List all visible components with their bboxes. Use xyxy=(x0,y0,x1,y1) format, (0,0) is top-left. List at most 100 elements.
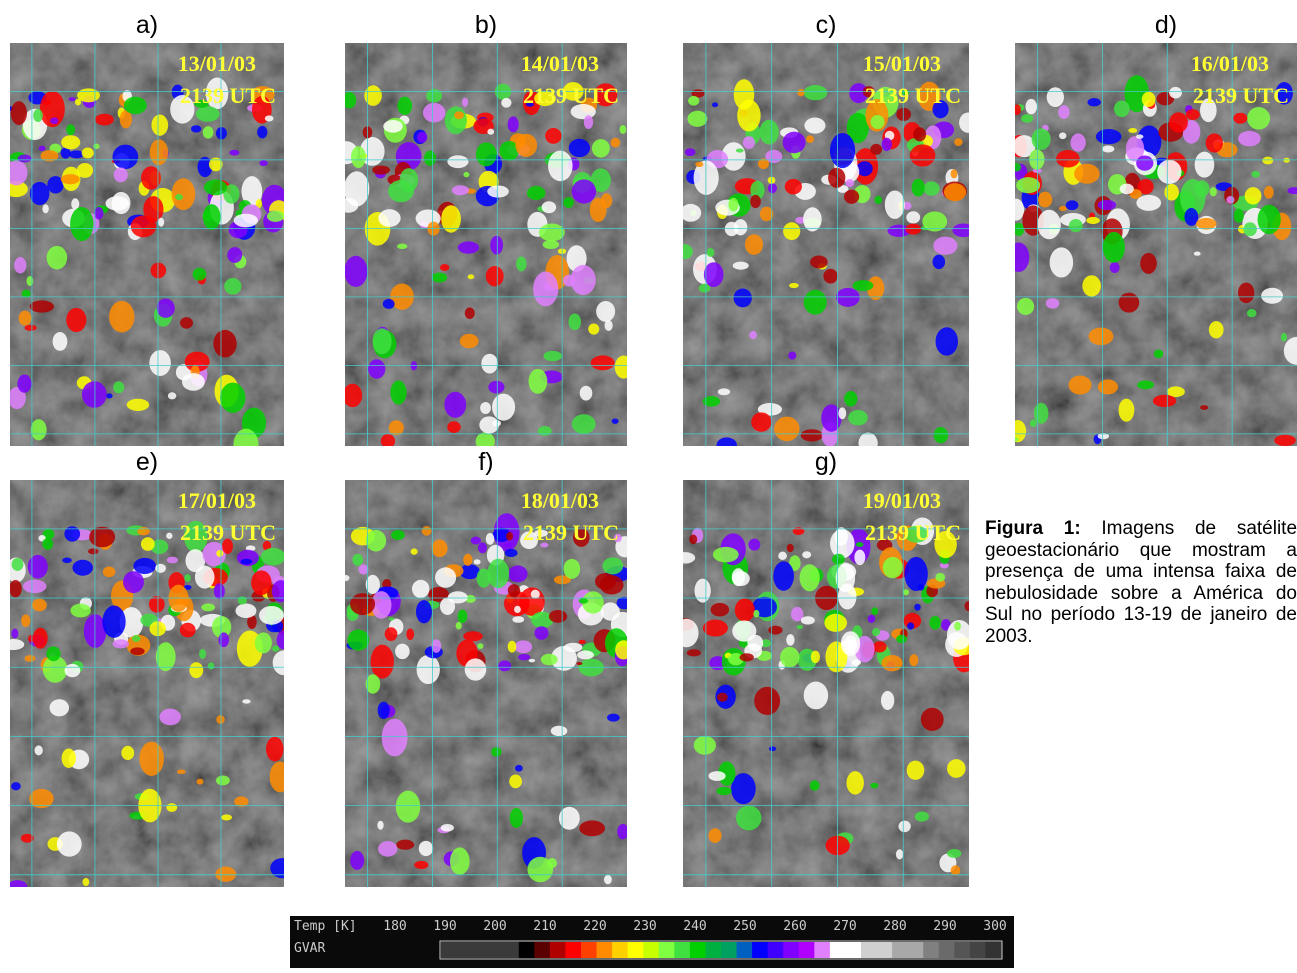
cloud xyxy=(830,133,855,168)
cloud xyxy=(688,96,699,106)
cloud xyxy=(372,165,390,174)
cloud xyxy=(907,761,925,780)
cloud xyxy=(713,547,739,562)
cloud xyxy=(838,407,846,419)
cloud xyxy=(712,102,718,107)
cloud xyxy=(695,162,703,167)
cloud xyxy=(947,849,961,858)
cloud xyxy=(12,558,24,571)
satellite-image: 15/01/032139 UTC xyxy=(683,43,969,446)
cloud xyxy=(906,224,922,235)
cloud xyxy=(774,417,799,442)
cloud xyxy=(797,89,804,97)
cloud xyxy=(515,765,523,772)
cloud xyxy=(121,746,134,760)
cloud xyxy=(456,622,462,630)
cloud xyxy=(180,623,196,638)
cloud xyxy=(1186,109,1200,120)
cloud xyxy=(531,590,540,599)
cloud xyxy=(463,172,469,177)
cloud xyxy=(236,604,257,619)
cloud xyxy=(1247,107,1270,130)
cloud xyxy=(477,643,483,649)
colorbar-segment xyxy=(861,942,877,958)
satellite-image: 18/01/032139 UTC xyxy=(345,480,627,887)
colorbar-segment xyxy=(721,942,737,958)
colorbar-segment xyxy=(519,942,535,958)
panel-label: b) xyxy=(475,11,497,40)
cloud xyxy=(196,779,203,785)
cloud xyxy=(17,375,31,393)
cloud xyxy=(832,554,845,565)
caption: Figura 1: Imagens de satélite geoestacio… xyxy=(985,518,1297,647)
cloud xyxy=(1114,101,1130,118)
cloud xyxy=(542,201,556,213)
cloud xyxy=(69,150,84,158)
cloud xyxy=(544,351,562,361)
cloud xyxy=(1209,321,1224,338)
time: 2139 UTC xyxy=(865,520,961,545)
colorbar-segment xyxy=(457,942,473,958)
cloud xyxy=(479,416,499,433)
cloud xyxy=(113,381,124,393)
colorbar-segment xyxy=(814,942,830,958)
cloud xyxy=(909,654,918,666)
cloud xyxy=(810,255,828,268)
cloud xyxy=(106,393,113,398)
cloud xyxy=(800,564,820,591)
cloud xyxy=(1120,184,1134,195)
cloud xyxy=(1169,87,1182,99)
cloud xyxy=(914,604,920,611)
cloud xyxy=(548,151,573,182)
cloud xyxy=(42,204,48,213)
colorbar-segment xyxy=(768,942,784,958)
cloud xyxy=(824,614,847,632)
cloud xyxy=(124,97,147,115)
cloud xyxy=(127,399,150,411)
cloud xyxy=(137,527,150,535)
cloud xyxy=(508,565,528,582)
cloud xyxy=(191,125,201,132)
cloud xyxy=(870,783,878,789)
panel-label: g) xyxy=(815,448,837,477)
cloud xyxy=(32,599,47,612)
cloud xyxy=(89,527,115,548)
cloud xyxy=(1102,145,1114,152)
cloud xyxy=(912,179,925,197)
cloud xyxy=(1119,293,1140,313)
cloud xyxy=(743,136,755,149)
cloud xyxy=(596,301,615,322)
cloud xyxy=(123,571,144,593)
cloud xyxy=(227,247,242,263)
cloud xyxy=(72,560,93,576)
cloud xyxy=(918,584,925,591)
satellite-image: 17/01/032139 UTC xyxy=(10,480,284,887)
cloud xyxy=(28,635,35,643)
cloud xyxy=(272,646,279,652)
cloud xyxy=(1238,283,1254,304)
cloud xyxy=(388,180,414,202)
cloud xyxy=(149,350,171,376)
cloud xyxy=(1128,128,1137,133)
cloud xyxy=(242,699,250,703)
cloud xyxy=(601,602,620,620)
cloud xyxy=(1021,114,1033,123)
cloud xyxy=(416,600,432,623)
cloud xyxy=(383,120,402,133)
cloud xyxy=(61,174,80,184)
cloud xyxy=(465,658,487,680)
cloud xyxy=(881,655,902,671)
cloud xyxy=(1140,253,1157,274)
cloud xyxy=(158,218,164,227)
panel-label: a) xyxy=(136,11,158,40)
cloud xyxy=(754,687,780,715)
colorbar-segment xyxy=(565,942,581,958)
cloud xyxy=(564,559,581,579)
cloud xyxy=(389,420,404,435)
panel-label: d) xyxy=(1155,11,1177,40)
cloud xyxy=(703,396,721,407)
cloud xyxy=(203,126,214,138)
cloud xyxy=(806,135,814,143)
cloud xyxy=(266,737,283,762)
cloud xyxy=(551,726,568,736)
